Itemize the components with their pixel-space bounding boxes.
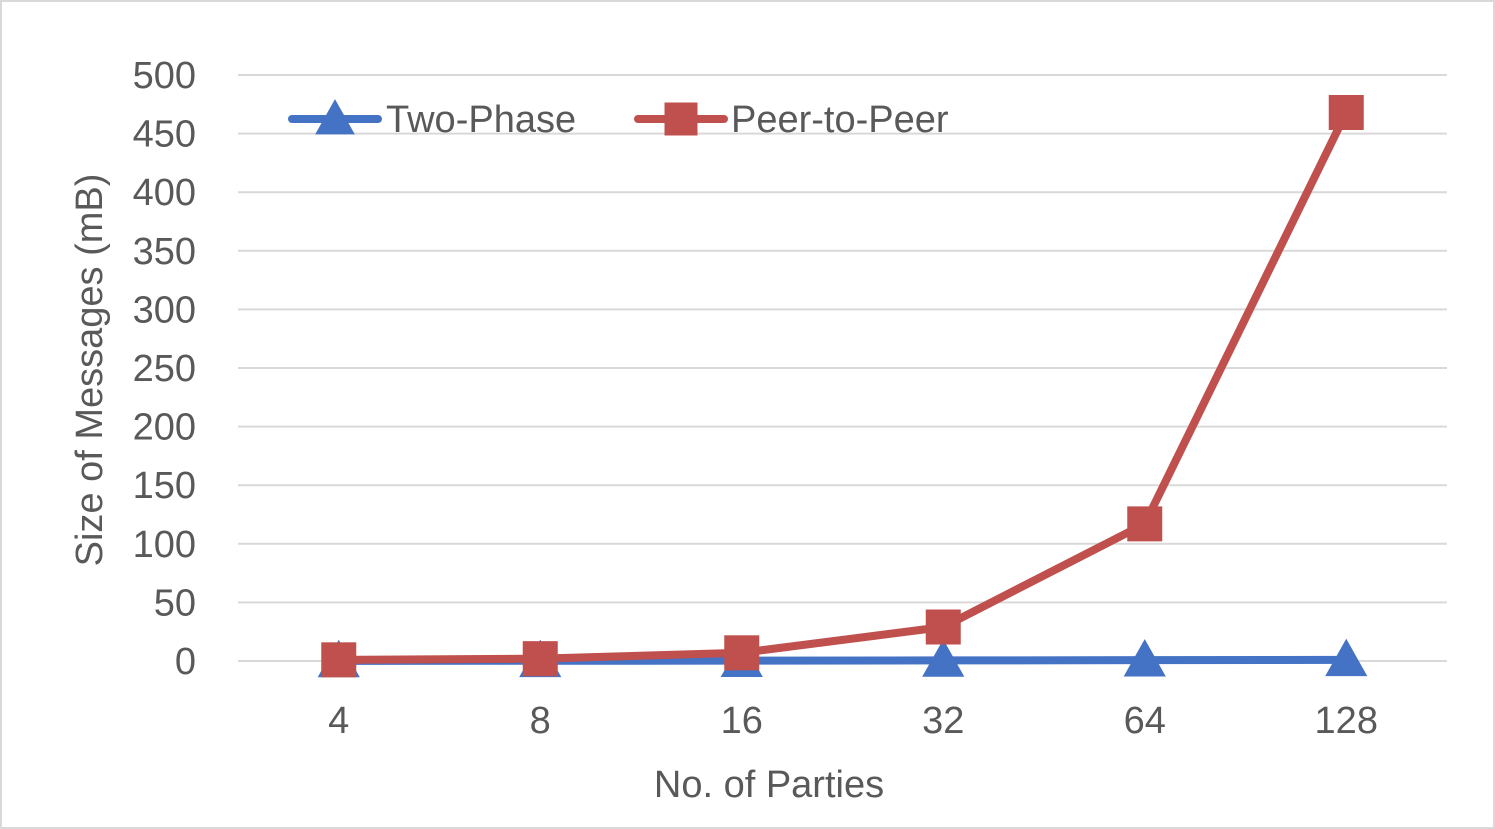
y-tick-label: 300 [133,289,196,331]
data-point [1328,95,1364,131]
x-tick-label: 4 [328,700,349,742]
legend-item: Peer-to-Peer [634,99,949,141]
x-tick-label: 64 [1124,700,1166,742]
series-lines [317,95,1368,678]
y-tick-label: 350 [133,231,196,273]
y-tick-label: 250 [133,348,196,390]
y-tick-label: 400 [133,172,196,214]
data-point [1123,639,1166,677]
x-tick-label: 16 [721,700,763,742]
data-point [724,635,760,671]
y-tick-label: 100 [133,524,196,566]
legend-label: Two-Phase [386,99,576,141]
x-axis-ticks: 4 8 16 32 64 128 [328,700,1378,742]
y-axis-title: Size of Messages (mB) [69,174,111,567]
data-point [1325,638,1368,677]
data-point [922,639,965,677]
legend: Two-Phase Peer-to-Peer [288,99,949,141]
x-tick-label: 128 [1315,700,1378,742]
y-axis-ticks: 0 50 100 150 200 250 300 350 400 450 500 [133,55,196,683]
square-icon [664,102,698,136]
y-tick-label: 500 [133,55,196,97]
x-axis-title: No. of Parties [654,764,884,806]
series-peer-to-peer [321,95,1364,678]
y-tick-label: 200 [133,407,196,449]
data-point [1127,506,1163,542]
data-point [522,641,558,677]
y-tick-label: 450 [133,114,196,156]
x-tick-label: 8 [530,700,551,742]
legend-item: Two-Phase [288,99,576,141]
y-tick-label: 150 [133,465,196,507]
y-tick-label: 50 [154,582,196,624]
legend-label: Peer-to-Peer [731,99,949,141]
data-point [925,609,961,645]
y-tick-label: 0 [175,641,196,683]
series-line [334,108,1351,664]
data-point [321,642,357,678]
triangle-icon [315,99,355,135]
x-tick-label: 32 [922,700,964,742]
